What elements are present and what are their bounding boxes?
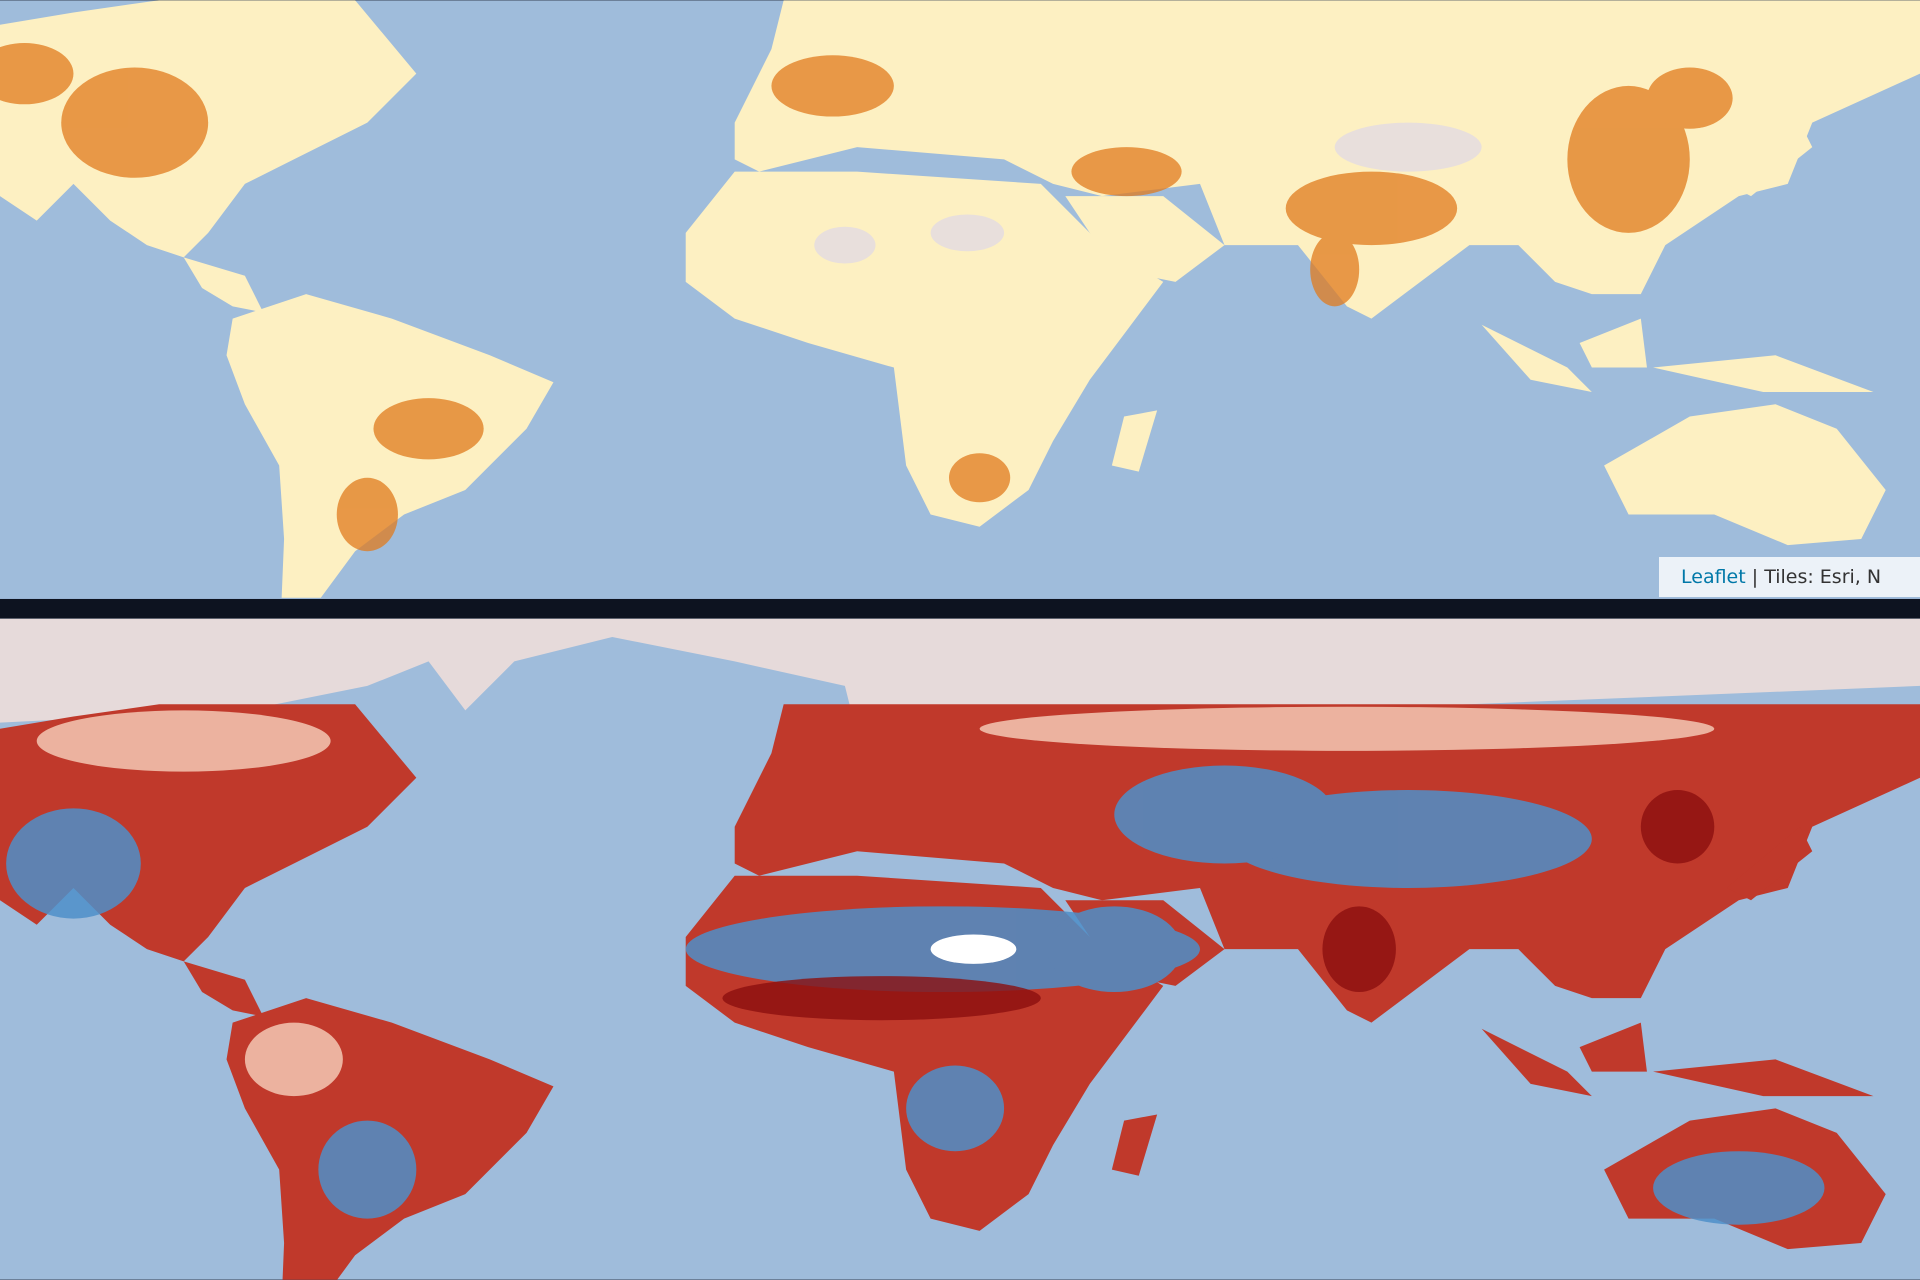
leaflet-link[interactable]: Leaflet [1681,566,1746,588]
tiles-credit: | Tiles: Esri, N [1751,566,1882,588]
attribution: Leaflet | Tiles: Esri, N [1659,557,1920,597]
bottom-map [0,618,1920,1280]
top-map [0,0,1920,599]
